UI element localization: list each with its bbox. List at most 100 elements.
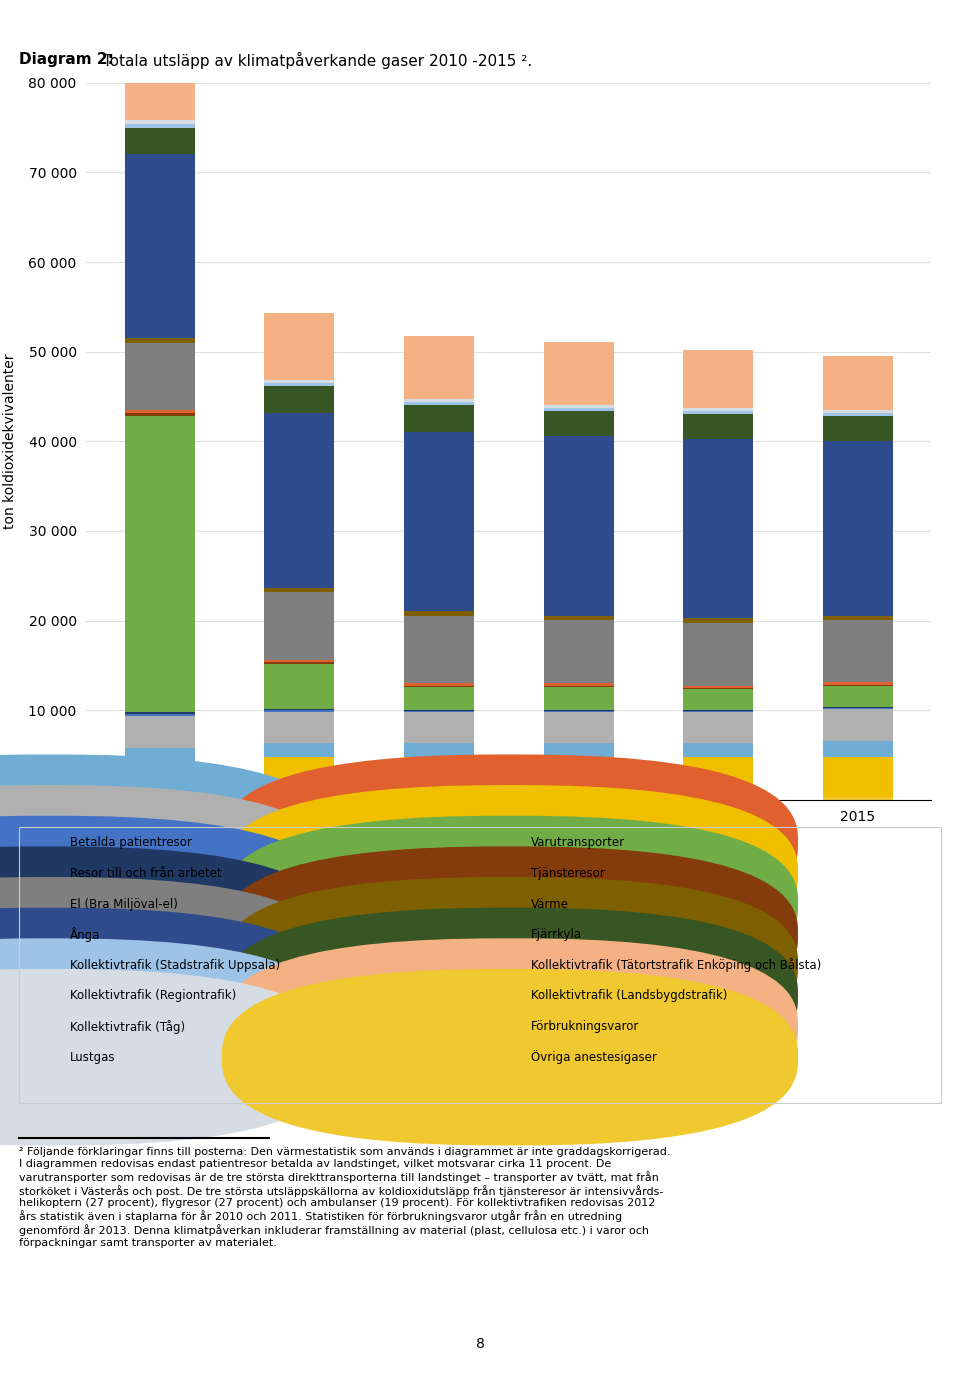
Bar xyxy=(404,401,474,405)
Bar xyxy=(684,690,754,710)
FancyBboxPatch shape xyxy=(0,847,337,1023)
Bar xyxy=(823,709,893,741)
Text: Betalda patientresor: Betalda patientresor xyxy=(70,836,192,849)
Bar xyxy=(264,386,334,414)
Bar xyxy=(823,683,893,684)
Bar xyxy=(823,684,893,687)
Bar xyxy=(264,757,334,797)
Bar xyxy=(684,411,754,414)
Y-axis label: ton koldioxidekvivalenter: ton koldioxidekvivalenter xyxy=(3,353,17,530)
Bar xyxy=(404,399,474,401)
Bar xyxy=(264,659,334,662)
Bar xyxy=(823,356,893,410)
Text: Ånga: Ånga xyxy=(70,927,100,942)
Bar xyxy=(543,342,613,405)
Text: Totala utsläpp av klimatpåverkande gaser 2010 -2015 ².: Totala utsläpp av klimatpåverkande gaser… xyxy=(98,52,532,69)
Bar xyxy=(125,714,195,717)
Bar xyxy=(404,432,474,611)
Bar xyxy=(823,410,893,412)
Bar xyxy=(125,761,195,797)
Text: ² Följande förklaringar finns till posterna: Den värmestatistik som används i di: ² Följande förklaringar finns till poste… xyxy=(19,1147,671,1248)
Bar xyxy=(684,685,754,688)
Bar xyxy=(404,757,474,797)
FancyBboxPatch shape xyxy=(0,969,337,1146)
Bar xyxy=(125,797,195,800)
Bar xyxy=(684,439,754,618)
Text: Fjärrkyla: Fjärrkyla xyxy=(531,928,582,940)
Bar xyxy=(543,757,613,797)
Bar xyxy=(264,712,334,743)
Bar xyxy=(264,587,334,593)
Bar xyxy=(823,741,893,757)
Bar xyxy=(404,712,474,743)
Bar xyxy=(264,665,334,709)
FancyBboxPatch shape xyxy=(0,907,337,1084)
Bar xyxy=(823,412,893,415)
Text: Kollektivtrafik (Stadstrafik Uppsala): Kollektivtrafik (Stadstrafik Uppsala) xyxy=(70,958,280,972)
Bar xyxy=(264,710,334,712)
Bar xyxy=(823,797,893,800)
Bar xyxy=(684,623,754,685)
Bar xyxy=(404,743,474,757)
FancyBboxPatch shape xyxy=(222,816,798,993)
Bar xyxy=(125,54,195,120)
FancyBboxPatch shape xyxy=(222,847,798,1023)
Bar xyxy=(264,414,334,587)
Bar xyxy=(684,712,754,743)
Bar xyxy=(125,414,195,416)
Text: Kollektivtrafik (Regiontrafik): Kollektivtrafik (Regiontrafik) xyxy=(70,990,236,1003)
Bar xyxy=(264,743,334,757)
Text: Förbrukningsvaror: Förbrukningsvaror xyxy=(531,1020,639,1033)
Bar xyxy=(543,685,613,687)
FancyBboxPatch shape xyxy=(0,754,337,931)
Bar xyxy=(684,408,754,411)
Bar xyxy=(823,687,893,707)
FancyBboxPatch shape xyxy=(0,938,337,1114)
Bar xyxy=(404,615,474,683)
Text: Resor till och från arbetet: Resor till och från arbetet xyxy=(70,867,222,880)
Bar xyxy=(125,154,195,338)
Bar xyxy=(125,747,195,761)
Text: 8: 8 xyxy=(475,1338,485,1351)
Bar xyxy=(125,416,195,712)
Bar xyxy=(823,619,893,683)
Bar xyxy=(125,712,195,714)
FancyBboxPatch shape xyxy=(0,877,337,1054)
Text: Kollektivtrafik (Tåg): Kollektivtrafik (Tåg) xyxy=(70,1019,185,1034)
Bar xyxy=(404,685,474,687)
Bar xyxy=(125,717,195,747)
Bar xyxy=(543,408,613,411)
Bar xyxy=(125,343,195,410)
Bar xyxy=(264,662,334,665)
Bar xyxy=(684,618,754,623)
Bar xyxy=(264,379,334,383)
Text: Diagram 2:: Diagram 2: xyxy=(19,52,114,68)
Bar xyxy=(543,615,613,621)
FancyBboxPatch shape xyxy=(222,785,798,961)
Bar xyxy=(684,743,754,757)
Bar xyxy=(404,797,474,800)
Bar xyxy=(404,336,474,399)
Bar xyxy=(823,757,893,797)
Bar xyxy=(543,712,613,743)
Bar xyxy=(684,350,754,408)
Bar xyxy=(264,797,334,800)
Text: Kollektivtrafik (Tätortstrafik Enköping och Bålsta): Kollektivtrafik (Tätortstrafik Enköping … xyxy=(531,958,821,972)
Text: Varutransporter: Varutransporter xyxy=(531,836,625,849)
Bar xyxy=(543,743,613,757)
FancyBboxPatch shape xyxy=(222,754,798,931)
Bar xyxy=(823,441,893,615)
FancyBboxPatch shape xyxy=(0,785,337,961)
Bar xyxy=(543,411,613,436)
Bar xyxy=(543,797,613,800)
Bar xyxy=(125,124,195,127)
Bar xyxy=(684,414,754,439)
Text: Lustgas: Lustgas xyxy=(70,1051,115,1063)
Bar xyxy=(404,405,474,432)
Text: Övriga anestesigaser: Övriga anestesigaser xyxy=(531,1051,657,1065)
Bar xyxy=(404,683,474,685)
Bar xyxy=(543,683,613,685)
FancyBboxPatch shape xyxy=(222,969,798,1146)
FancyBboxPatch shape xyxy=(222,938,798,1114)
Bar xyxy=(264,383,334,386)
